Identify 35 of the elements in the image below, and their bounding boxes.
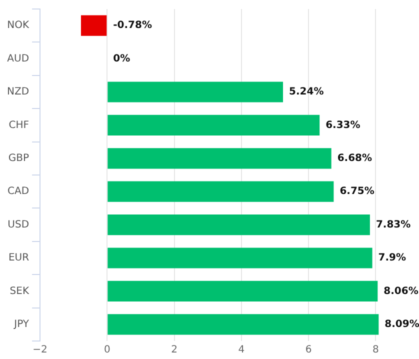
- bar: [108, 280, 378, 302]
- x-tick-label: 0: [104, 344, 110, 356]
- y-tick-label: NOK: [7, 20, 30, 32]
- bar: [108, 82, 284, 102]
- data-label: 6.75%: [340, 186, 374, 198]
- y-tick-label: EUR: [8, 252, 30, 264]
- bar: [108, 214, 370, 236]
- bar: [108, 114, 320, 136]
- data-label: 6.33%: [326, 120, 360, 131]
- y-tick-label: CHF: [8, 120, 30, 131]
- x-tick-label: 4: [238, 344, 245, 356]
- y-tick-label: AUD: [7, 53, 30, 64]
- y-tick-label: CAD: [8, 186, 30, 198]
- x-tick-label: −2: [32, 344, 48, 356]
- data-label: 6.68%: [337, 152, 372, 164]
- data-label: 8.06%: [384, 286, 418, 297]
- data-label: 8.09%: [384, 318, 419, 330]
- x-tick-label: 2: [171, 344, 178, 356]
- bar: [108, 148, 332, 169]
- y-tick-label: GBP: [8, 152, 30, 164]
- data-label: 5.24%: [289, 86, 324, 98]
- x-tick-label: 6: [305, 344, 312, 356]
- x-tick-label: 8: [372, 344, 379, 356]
- y-tick-label: JPY: [13, 318, 30, 330]
- bar: [108, 314, 379, 335]
- y-tick-label: USD: [8, 219, 30, 230]
- bar: [80, 15, 107, 36]
- data-label: 7.83%: [376, 219, 411, 230]
- y-tick-label: SEK: [10, 286, 30, 297]
- data-label: -0.78%: [113, 20, 152, 32]
- bar: [108, 248, 372, 268]
- y-tick-label: NZD: [7, 86, 30, 98]
- bar: [108, 181, 334, 202]
- data-label: 0%: [113, 53, 130, 64]
- data-label: 7.9%: [378, 252, 406, 264]
